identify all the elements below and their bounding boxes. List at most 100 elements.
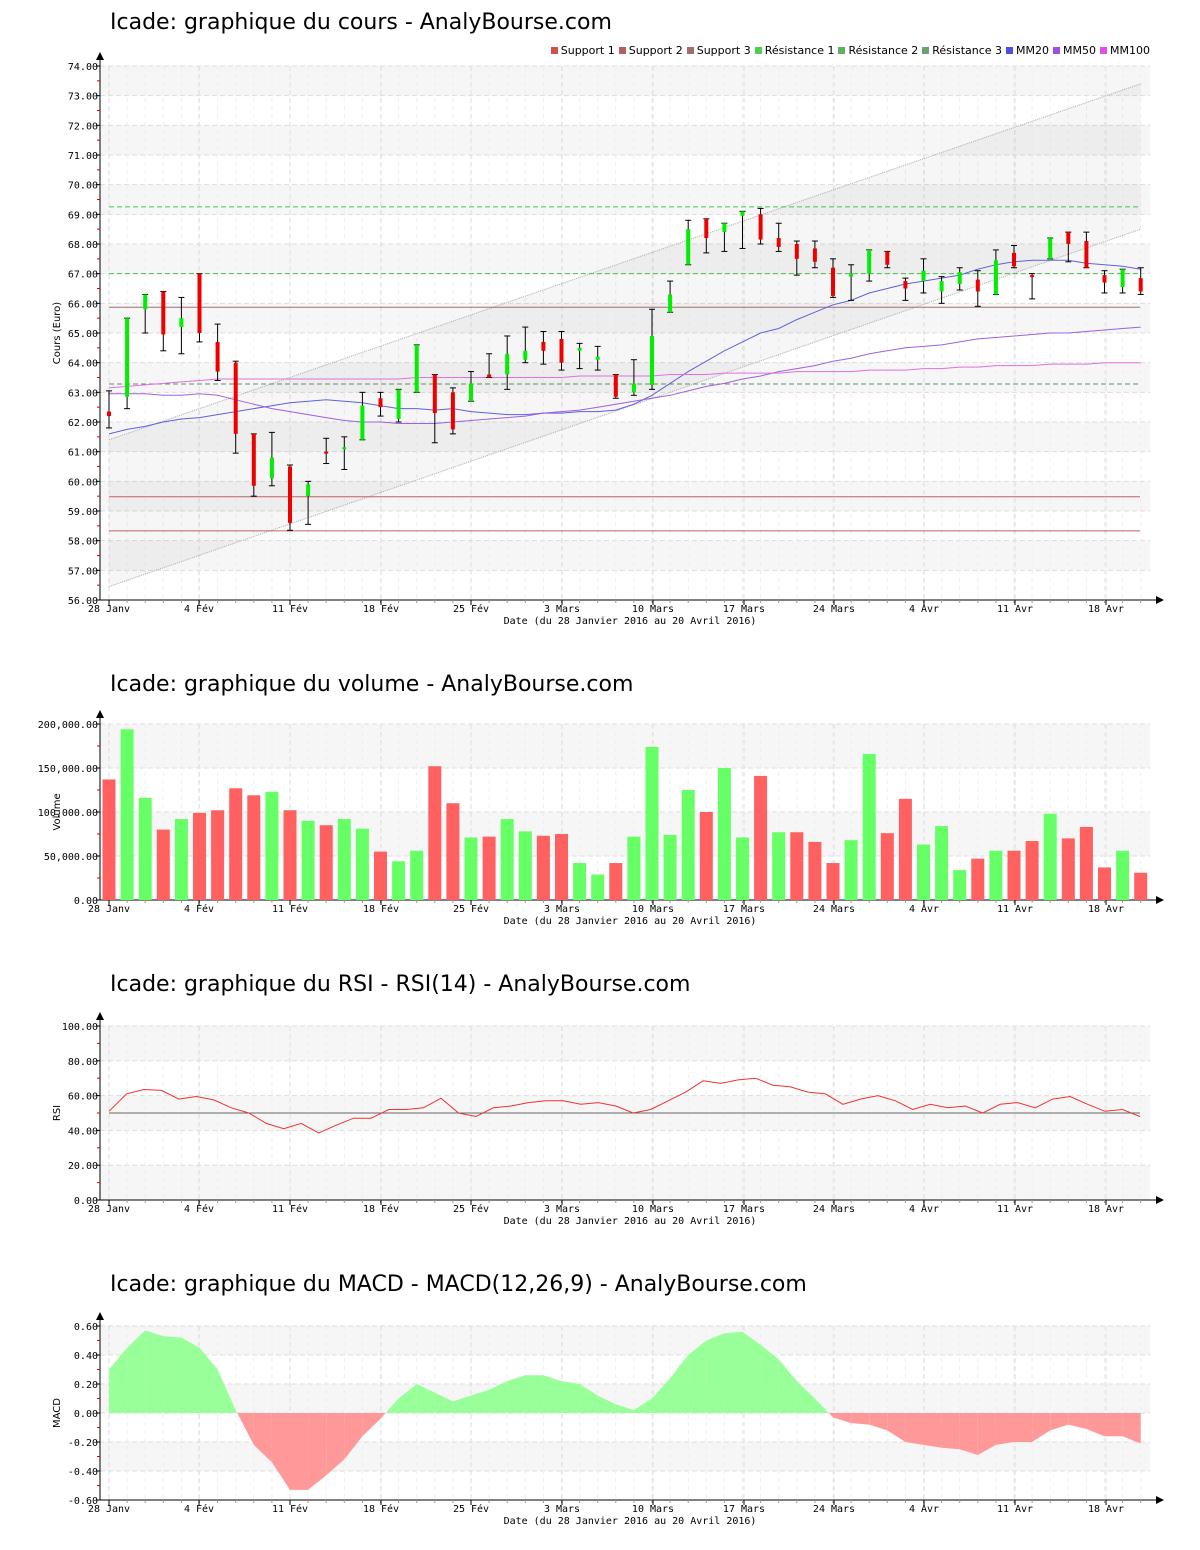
volume-bar xyxy=(898,798,912,900)
legend-item: Résistance 1 xyxy=(754,44,834,57)
x-axis-title: Date (du 28 Janvier 2016 au 20 Avril 201… xyxy=(504,1516,757,1527)
grid-band xyxy=(100,481,1150,511)
grid-band xyxy=(100,724,1150,768)
x-tick-label: 11 Avr xyxy=(997,604,1033,615)
macd-area xyxy=(833,1413,852,1424)
candle-body xyxy=(215,341,220,372)
x-tick-label: 3 Mars xyxy=(544,604,580,615)
y-tick-label: 61.00 xyxy=(68,448,98,459)
volume-bar xyxy=(120,729,134,900)
candle-body xyxy=(125,318,130,397)
candle-body xyxy=(414,344,419,393)
candle xyxy=(1047,237,1054,260)
legend-label: Résistance 2 xyxy=(848,44,919,57)
x-tick-label: 4 Avr xyxy=(909,1204,939,1215)
macd-area xyxy=(235,1410,238,1413)
volume-bar xyxy=(374,851,387,900)
candle-body xyxy=(269,457,274,479)
volume-bar xyxy=(500,819,514,900)
macd-area xyxy=(760,1344,779,1413)
macd-area xyxy=(652,1378,671,1413)
candle xyxy=(305,480,312,525)
price-chart: Icade: graphique du cours - AnalyBourse.… xyxy=(0,0,1200,640)
volume-bar xyxy=(410,850,424,900)
candle xyxy=(703,218,710,254)
candle-body xyxy=(161,291,166,335)
x-tick-label: 25 Fév xyxy=(453,903,489,915)
legend-swatch-icon xyxy=(686,47,694,54)
candle xyxy=(667,280,674,313)
y-tick-label: 58.00 xyxy=(68,537,98,548)
candle-body xyxy=(595,356,600,360)
candle-body xyxy=(650,335,654,385)
volume-bar xyxy=(1079,826,1093,900)
grid-band xyxy=(100,422,1150,452)
macd-area xyxy=(385,1398,399,1413)
macd-area xyxy=(163,1336,182,1413)
macd-area xyxy=(237,1413,254,1445)
y-tick-label: -0.40 xyxy=(68,1467,98,1478)
x-tick-label: 28 Janv xyxy=(88,604,130,615)
y-tick-label: 100,000.00 xyxy=(38,808,98,819)
y-tick-label: 200,000.00 xyxy=(38,720,98,731)
volume-bar xyxy=(446,803,460,900)
y-tick-label: 0.20 xyxy=(74,1380,98,1391)
candle-body xyxy=(378,398,383,408)
candle-body xyxy=(179,318,184,328)
candle xyxy=(232,360,239,454)
x-axis-title: Date (du 28 Janvier 2016 au 20 Avril 201… xyxy=(504,616,757,627)
volume-bar xyxy=(880,833,894,900)
macd-area xyxy=(869,1413,888,1431)
x-tick-label: 18 Avr xyxy=(1088,904,1124,915)
candle xyxy=(902,277,909,301)
volume-bar xyxy=(211,810,225,900)
price-plot: 56.00 57.00 58.00 59.00 60.00 61.00 62.00 63.00… xyxy=(52,52,1164,627)
grid-band xyxy=(100,303,1150,333)
legend-swatch-icon xyxy=(1053,47,1061,54)
candle-body xyxy=(288,466,292,523)
candle xyxy=(830,258,836,298)
candle xyxy=(630,359,637,396)
x-tick-label: 18 Avr xyxy=(1088,1504,1124,1515)
macd-area xyxy=(380,1413,386,1419)
candle-body xyxy=(849,273,854,277)
candle-body xyxy=(1012,252,1016,267)
macd-area xyxy=(670,1355,689,1413)
x-tick-label: 25 Fév xyxy=(453,1503,489,1515)
rsi-chart: Icade: graphique du RSI - RSI(14) - Anal… xyxy=(0,960,1200,1240)
y-tick-label: 71.00 xyxy=(68,151,98,162)
y-axis-title: Volume xyxy=(52,793,63,830)
candle xyxy=(866,249,873,282)
candle xyxy=(920,258,927,294)
macd-area xyxy=(217,1369,236,1413)
legend-label: Support 1 xyxy=(560,44,615,57)
volume-plot: 0.00 50,000.00 100,000.00 150,000.00 200,000… xyxy=(38,710,1164,927)
macd-area xyxy=(1014,1413,1033,1442)
legend-swatch-icon xyxy=(754,47,762,54)
x-tick-label: 24 Mars xyxy=(813,1204,855,1215)
candle-body xyxy=(975,279,980,292)
x-tick-label: 3 Mars xyxy=(544,1204,580,1215)
candle-body xyxy=(1120,269,1125,288)
x-tick-label: 11 Fév xyxy=(272,1503,308,1515)
x-tick-label: 18 Fév xyxy=(363,903,399,915)
candle xyxy=(323,437,330,465)
candle xyxy=(1029,273,1036,300)
grid-band xyxy=(100,362,1150,393)
x-tick-label: 18 Avr xyxy=(1088,604,1124,615)
candle xyxy=(268,431,275,487)
macd-area xyxy=(796,1381,815,1413)
mm100-line xyxy=(108,362,1141,389)
x-tick-label: 10 Mars xyxy=(632,1204,674,1215)
volume-bar xyxy=(917,844,930,900)
volume-bar xyxy=(971,858,985,900)
candle-body xyxy=(1030,275,1035,278)
volume-bar xyxy=(337,819,351,900)
volume-bar xyxy=(953,870,967,900)
candle xyxy=(540,331,547,365)
candle-body xyxy=(831,267,835,296)
volume-bar xyxy=(772,832,786,900)
candle xyxy=(811,240,818,269)
volume-bar xyxy=(265,791,279,900)
legend-swatch-icon xyxy=(618,47,626,54)
